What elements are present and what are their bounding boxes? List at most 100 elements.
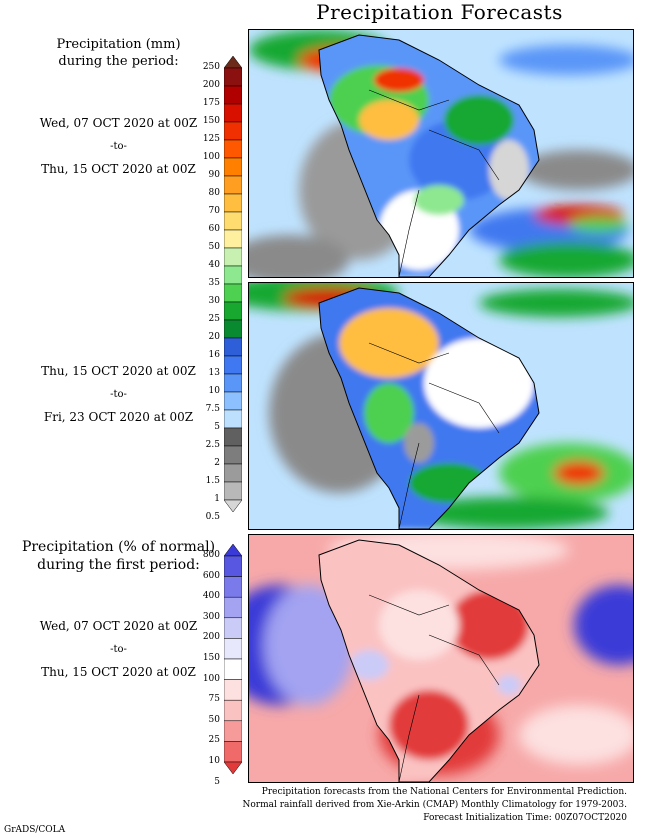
colorbar-tick-label: 35	[208, 278, 220, 288]
colorbar-tick-label: 60	[208, 224, 220, 234]
period3-sep: -to-	[110, 644, 127, 655]
colorbar-swatch	[223, 301, 243, 321]
colorbar-tick-label: 10	[208, 756, 220, 766]
colorbar-swatch	[223, 638, 243, 660]
colorbar-tick-label: 100	[202, 673, 220, 684]
colorbar-swatch	[223, 193, 243, 213]
colorbar-tick-label: 600	[202, 570, 220, 581]
credit-line-3: Forecast Initialization Time: 00Z07OCT20…	[423, 813, 627, 823]
colorbar-swatch	[223, 139, 243, 159]
colorbar-swatch	[223, 355, 243, 375]
panel3-heading-line2: during the first period:	[37, 557, 200, 573]
colorbar-tick-label: 100	[202, 152, 220, 162]
colorbar-swatch	[223, 543, 243, 557]
colorbar-tick-label: 1	[214, 494, 220, 504]
colorbar-swatch	[223, 679, 243, 701]
period2-label: Thu, 15 OCT 2020 at 00Z -to- Fri, 23 OCT…	[0, 363, 237, 426]
colorbar-tick-label: 20	[208, 332, 220, 342]
colorbar-swatch	[223, 761, 243, 775]
colorbar-tick-label: 200	[202, 632, 220, 643]
colorbar-tick-label: 5	[214, 776, 220, 787]
colorbar-tick-label: 150	[202, 653, 220, 663]
percent-colorbar	[223, 543, 243, 778]
precip-colorbar	[223, 55, 243, 516]
colorbar-tick-label: 125	[202, 134, 220, 144]
colorbar-swatch	[223, 103, 243, 123]
colorbar-swatch	[223, 337, 243, 357]
colorbar-tick-label: 90	[208, 170, 220, 180]
colorbar-tick-label: 40	[208, 260, 220, 270]
period2-start: Thu, 15 OCT 2020 at 00Z	[41, 364, 196, 378]
colorbar-swatch	[223, 409, 243, 429]
panel3-heading-line1: Precipitation (% of normal)	[21, 539, 216, 555]
colorbar-swatch	[223, 720, 243, 742]
period3-label: Wed, 07 OCT 2020 at 00Z -to- Thu, 15 OCT…	[0, 618, 237, 681]
colorbar-tick-label: 30	[208, 296, 220, 306]
colorbar-tick-label: 25	[208, 314, 220, 324]
colorbar-swatch	[223, 211, 243, 231]
colorbar-swatch	[223, 555, 243, 577]
panel1-heading: Precipitation (mm) during the period:	[0, 36, 237, 70]
colorbar-swatch	[223, 391, 243, 411]
colorbar-swatch	[223, 229, 243, 249]
period3-end: Thu, 15 OCT 2020 at 00Z	[41, 665, 196, 679]
colorbar-tick-label: 13	[208, 368, 220, 378]
colorbar-tick-label: 50	[208, 242, 220, 252]
colorbar-swatch	[223, 265, 243, 285]
colorbar-tick-label: 7.5	[205, 404, 220, 414]
colorbar-tick-label: 150	[202, 116, 220, 126]
colorbar-tick-label: 2	[214, 458, 220, 468]
panel3-heading: Precipitation (% of normal) during the f…	[0, 538, 237, 574]
credit-line-2: Normal rainfall derived from Xie-Arkin (…	[242, 800, 628, 810]
colorbar-swatch	[223, 499, 243, 513]
colorbar-tick-label: 16	[208, 350, 220, 360]
credit-line-1: Precipitation forecasts from the Nationa…	[261, 787, 627, 797]
precip-map-week1	[248, 29, 634, 278]
colorbar-swatch	[223, 445, 243, 465]
colorbar-swatch	[223, 175, 243, 195]
colorbar-tick-label: 0.5	[205, 512, 220, 522]
colorbar-tick-label: 300	[202, 611, 220, 622]
colorbar-swatch	[223, 596, 243, 619]
period1-label: Wed, 07 OCT 2020 at 00Z -to- Thu, 15 OCT…	[0, 115, 237, 178]
colorbar-swatch	[223, 247, 243, 267]
period1-end: Thu, 15 OCT 2020 at 00Z	[41, 162, 196, 176]
period2-sep: -to-	[110, 389, 127, 400]
colorbar-swatch	[223, 617, 243, 639]
period1-start: Wed, 07 OCT 2020 at 00Z	[39, 116, 198, 130]
colorbar-tick-label: 75	[208, 694, 220, 705]
colorbar-swatch	[223, 373, 243, 393]
colorbar-swatch	[223, 121, 243, 141]
colorbar-swatch	[223, 85, 243, 105]
colorbar-tick-label: 175	[202, 98, 220, 108]
panel1-heading-line1: Precipitation (mm)	[56, 37, 181, 52]
footer-grads: GrADS/COLA	[4, 825, 66, 835]
colorbar-swatch	[223, 463, 243, 483]
colorbar-swatch	[223, 283, 243, 303]
colorbar-tick-label: 1.5	[205, 476, 220, 486]
colorbar-tick-label: 5	[214, 422, 220, 432]
colorbar-tick-label: 25	[208, 735, 220, 746]
colorbar-tick-label: 800	[202, 550, 220, 560]
page-title: Precipitation Forecasts	[316, 0, 563, 24]
colorbar-tick-label: 400	[202, 591, 220, 602]
colorbar-swatch	[223, 658, 243, 680]
colorbar-swatch	[223, 157, 243, 177]
period1-sep: -to-	[110, 141, 127, 152]
colorbar-tick-label: 250	[202, 62, 220, 72]
colorbar-tick-label: 200	[202, 80, 220, 90]
precip-map-week2	[248, 282, 634, 530]
colorbar-swatch	[223, 741, 243, 763]
colorbar-tick-label: 80	[208, 188, 220, 198]
colorbar-tick-label: 2.5	[205, 440, 220, 450]
colorbar-swatch	[223, 481, 243, 501]
period2-end: Fri, 23 OCT 2020 at 00Z	[43, 410, 194, 424]
colorbar-tick-label: 70	[208, 206, 220, 216]
percent-normal-map	[248, 534, 634, 783]
colorbar-tick-label: 50	[208, 714, 220, 725]
panel1-heading-line2: during the period:	[58, 54, 179, 69]
period3-start: Wed, 07 OCT 2020 at 00Z	[39, 619, 198, 633]
colorbar-swatch	[223, 699, 243, 722]
colorbar-tick-label: 10	[208, 386, 220, 396]
colorbar-swatch	[223, 319, 243, 339]
